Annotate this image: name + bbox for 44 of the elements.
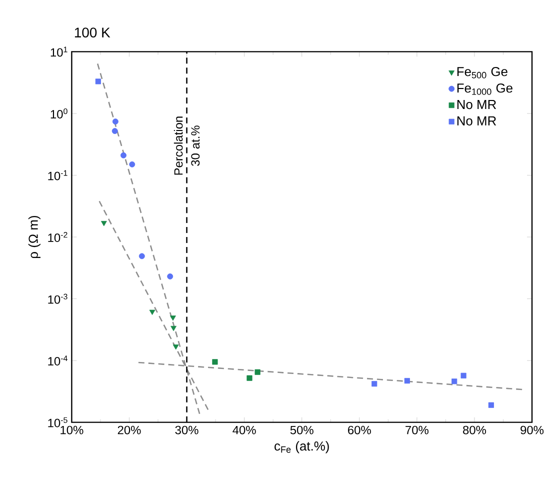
point [488,402,494,408]
point [172,344,179,350]
point [170,326,177,332]
legend-label: Fe$_{500}$ Ge [457,67,508,78]
y-axis-title: ρ (Ω m) [28,216,40,258]
point [129,161,136,168]
point [452,378,458,384]
point [246,375,252,381]
y-tick-label: 10$^{-4}$ [48,356,68,366]
point [212,359,218,365]
x-tick-label: 90% [520,426,544,434]
point [95,78,101,84]
point [112,118,118,125]
x-tick-label: 60% [348,426,371,434]
x-tick-label: 40% [232,426,256,434]
point [149,310,156,315]
legend-label: No MR [457,116,496,126]
y-tick-label: 10$^{0}$ [50,108,68,118]
point [120,152,126,158]
y-tick-label: 10$^{-2}$ [48,232,68,242]
x-axis-title: c$_{Fe}$ (at.%) [274,441,329,454]
x-tick-label: 70% [406,426,428,434]
x-tick-label: 80% [463,426,486,434]
point [404,378,410,384]
y-tick-label: 10$^{-5}$ [48,417,68,428]
point [112,128,118,134]
y-tick-label: 10$^{-3}$ [48,294,68,304]
y-tick-label: 10$^{-1}$ [48,170,68,180]
legend-label: No MR [457,100,496,110]
ref-line-label: Percolation 30 at.% [174,116,200,175]
point [254,369,260,375]
x-tick-label: 20% [118,426,141,434]
x-tick-label: 30% [175,426,198,434]
y-tick-label: 10$^{1}$ [50,46,68,57]
point [138,253,145,260]
x-tick-label: 50% [290,426,314,434]
point [100,220,107,226]
text: 100 K [74,28,110,38]
point [167,273,174,280]
legend-label: Fe$_{1000}$ Ge [457,84,512,95]
point [372,381,378,387]
point [170,316,176,321]
x-tick-label: 10% [60,426,84,434]
point [460,372,466,378]
